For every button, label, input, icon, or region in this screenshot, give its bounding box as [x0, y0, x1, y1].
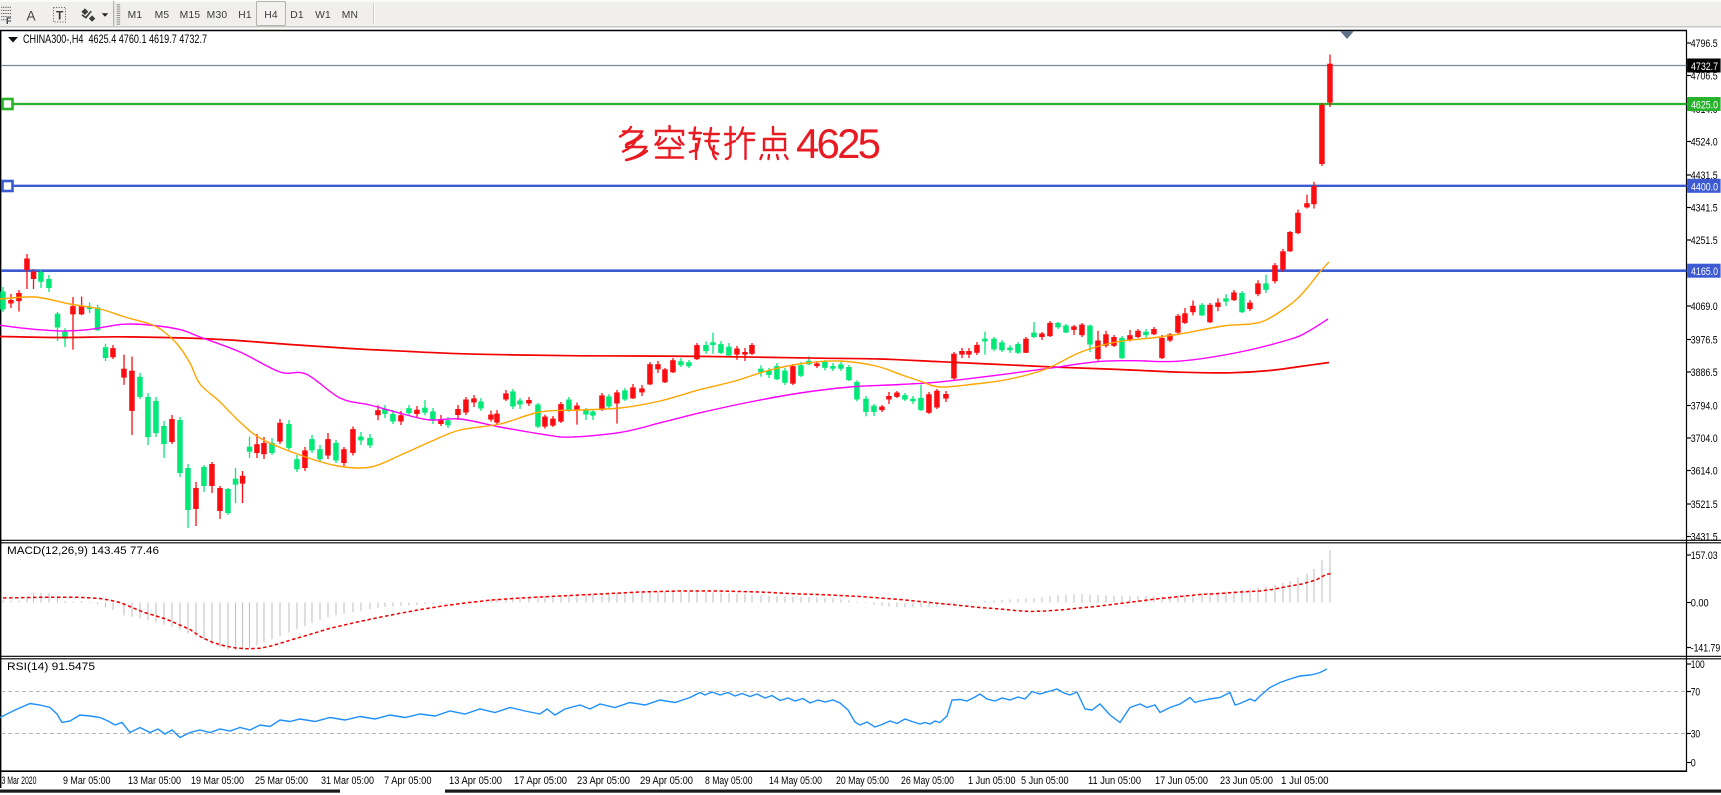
svg-text:5 Jun 05:00: 5 Jun 05:00	[1021, 775, 1069, 787]
svg-text:4732.7: 4732.7	[1691, 61, 1718, 73]
svg-text:157.03: 157.03	[1691, 550, 1718, 562]
svg-text:25 Mar 05:00: 25 Mar 05:00	[255, 775, 308, 787]
svg-text:17 Apr 05:00: 17 Apr 05:00	[514, 775, 567, 787]
svg-text:3 Mar 2020: 3 Mar 2020	[2, 775, 37, 787]
svg-text:13 Mar 05:00: 13 Mar 05:00	[128, 775, 181, 787]
svg-text:100: 100	[1691, 659, 1705, 671]
svg-text:3886.5: 3886.5	[1691, 367, 1718, 379]
svg-text:M30: M30	[207, 10, 228, 21]
svg-text:M15: M15	[180, 10, 201, 21]
svg-text:H1: H1	[238, 10, 252, 21]
svg-text:4796.5: 4796.5	[1691, 38, 1718, 50]
svg-text:0.00: 0.00	[1691, 598, 1709, 610]
svg-text:20 May 05:00: 20 May 05:00	[836, 775, 889, 787]
svg-text:3704.0: 3704.0	[1691, 433, 1718, 445]
svg-text:4069.0: 4069.0	[1691, 301, 1718, 313]
svg-text:70: 70	[1691, 687, 1701, 699]
svg-text:3976.5: 3976.5	[1691, 335, 1718, 347]
svg-text:4251.5: 4251.5	[1691, 235, 1718, 247]
svg-text:4400.0: 4400.0	[1691, 181, 1718, 193]
svg-text:1 Jun 05:00: 1 Jun 05:00	[968, 775, 1016, 787]
svg-text:13 Apr 05:00: 13 Apr 05:00	[449, 775, 502, 787]
svg-text:4165.0: 4165.0	[1691, 266, 1718, 278]
svg-text:A: A	[27, 9, 36, 24]
svg-text:CHINA300-,H4 4625.4 4760.1 46: CHINA300-,H4 4625.4 4760.1 4619.7 4732.7	[23, 32, 207, 46]
svg-text:14 May 05:00: 14 May 05:00	[769, 775, 822, 787]
svg-text:0: 0	[1691, 758, 1696, 770]
svg-text:F: F	[6, 16, 12, 26]
svg-text:4625: 4625	[796, 120, 881, 167]
svg-text:3794.0: 3794.0	[1691, 401, 1718, 413]
svg-text:H4: H4	[264, 10, 278, 21]
svg-text:W1: W1	[315, 10, 331, 21]
svg-text:4524.0: 4524.0	[1691, 137, 1718, 149]
svg-text:30: 30	[1691, 729, 1701, 741]
svg-text:4625.0: 4625.0	[1691, 100, 1718, 112]
svg-text:17 Jun 05:00: 17 Jun 05:00	[1155, 775, 1208, 787]
svg-text:29 Apr 05:00: 29 Apr 05:00	[640, 775, 693, 787]
svg-text:RSI(14) 91.5475: RSI(14) 91.5475	[7, 661, 95, 673]
svg-text:4706.5: 4706.5	[1691, 71, 1718, 83]
svg-text:-141.79: -141.79	[1691, 643, 1721, 655]
svg-text:3614.0: 3614.0	[1691, 466, 1718, 478]
svg-text:MN: MN	[342, 10, 358, 21]
svg-text:26 May 05:00: 26 May 05:00	[901, 775, 954, 787]
svg-text:M5: M5	[155, 10, 170, 21]
svg-text:9 Mar 05:00: 9 Mar 05:00	[63, 775, 111, 787]
svg-text:M1: M1	[128, 10, 143, 21]
svg-text:3521.5: 3521.5	[1691, 499, 1718, 511]
svg-text:19 Mar 05:00: 19 Mar 05:00	[191, 775, 244, 787]
svg-text:23 Apr 05:00: 23 Apr 05:00	[577, 775, 630, 787]
svg-text:1 Jul 05:00: 1 Jul 05:00	[1281, 775, 1329, 787]
svg-text:3431.5: 3431.5	[1691, 532, 1718, 544]
svg-text:T: T	[56, 9, 64, 23]
svg-text:23 Jun 05:00: 23 Jun 05:00	[1220, 775, 1273, 787]
svg-text:4341.5: 4341.5	[1691, 203, 1718, 215]
svg-text:8 May 05:00: 8 May 05:00	[705, 775, 753, 787]
svg-text:MACD(12,26,9) 143.45 77.46: MACD(12,26,9) 143.45 77.46	[7, 545, 159, 557]
svg-text:D1: D1	[290, 10, 304, 21]
svg-text:7 Apr 05:00: 7 Apr 05:00	[384, 775, 432, 787]
svg-text:31 Mar 05:00: 31 Mar 05:00	[321, 775, 374, 787]
svg-text:11 Jun 05:00: 11 Jun 05:00	[1088, 775, 1141, 787]
